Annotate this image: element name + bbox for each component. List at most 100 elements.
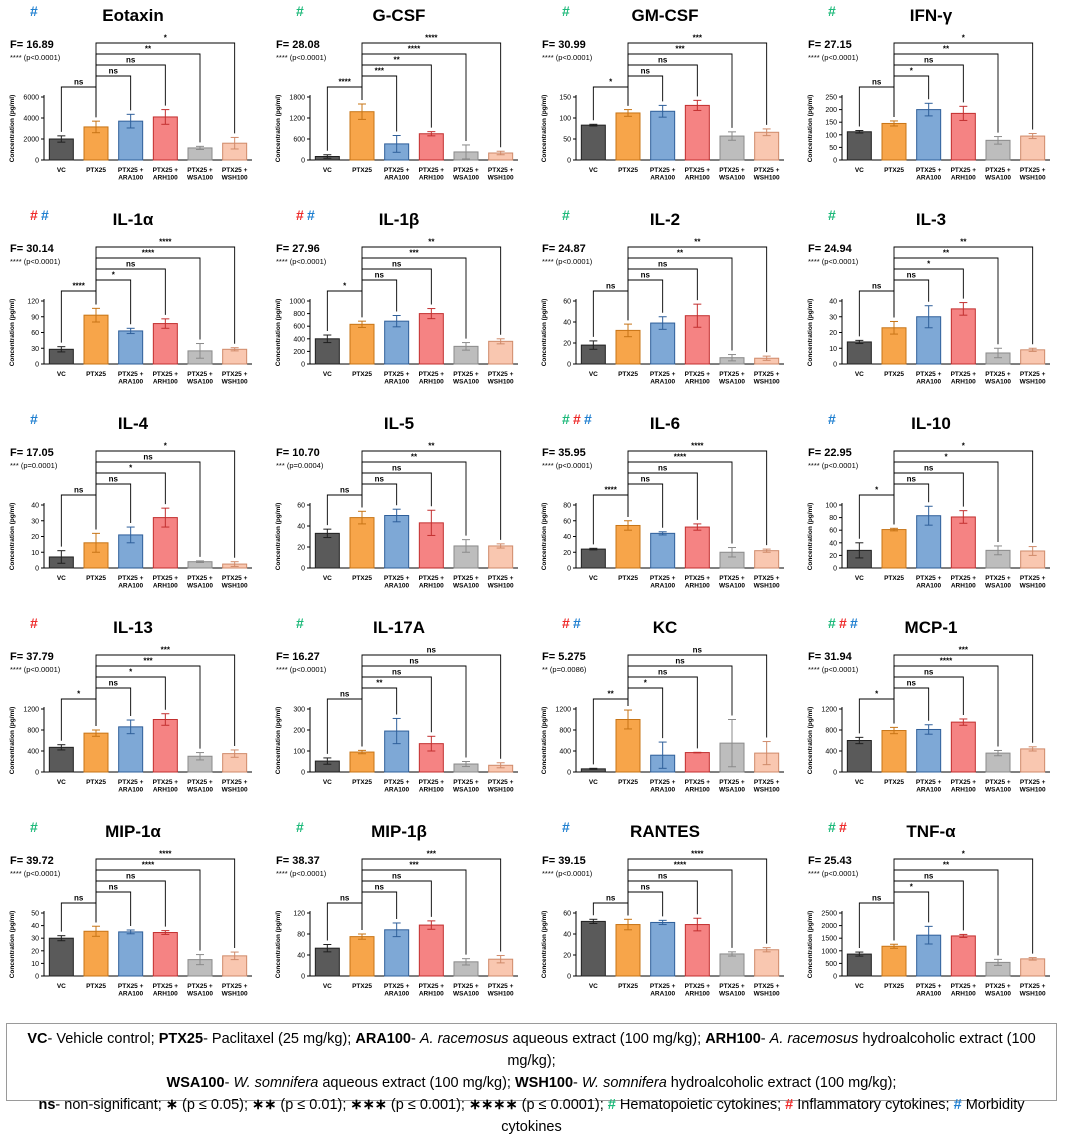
panel-mip-1-: # MIP-1β F= 38.37 **** (p<0.0001) 0 40 80 120 Co…: [268, 818, 534, 1022]
x-tick-label-line: PTX25 +: [951, 371, 977, 378]
y-tick-label: 250: [825, 95, 837, 102]
x-tick-label-line: PTX25 +: [754, 983, 780, 990]
y-axis-label: Concentration (pg/ml): [807, 95, 814, 163]
x-tick-label-line: PTX25 +: [719, 167, 745, 174]
bar-0: [580, 548, 606, 569]
significance-label: **: [677, 249, 684, 258]
significance-label: ****: [142, 861, 155, 870]
x-tick-label: PTX25 + WSH100: [754, 575, 780, 590]
x-tick-label: PTX25 + ARH100: [419, 371, 445, 386]
y-tick-label: 20: [829, 553, 837, 560]
chart-svg: # IL-13 F= 37.79 **** (p<0.0001) 0 400 800 1200…: [9, 615, 252, 794]
bar-2: [118, 330, 144, 365]
x-tick-label: VC: [57, 371, 66, 378]
x-tick-label: PTX25 + WSA100: [985, 575, 1011, 590]
y-tick-label: 80: [829, 515, 837, 522]
significance-label: *: [962, 442, 966, 451]
x-tick-label-line: PTX25 +: [453, 779, 479, 786]
x-tick-label-line: WSA100: [719, 583, 745, 590]
p-value: **** (p<0.0001): [276, 869, 327, 878]
y-tick-label: 50: [829, 145, 837, 152]
f-statistic: F= 39.72: [10, 855, 54, 867]
bar-3: [684, 924, 710, 977]
bar-2: [118, 931, 144, 977]
f-statistic: F= 27.96: [276, 243, 320, 255]
significance-label: ns: [340, 894, 350, 903]
y-tick-label: 80: [297, 932, 305, 939]
comparison-bracket: [95, 246, 236, 344]
x-tick-label-line: PTX25 +: [650, 575, 676, 582]
significance-label: ns: [392, 464, 402, 473]
f-statistic: F= 24.94: [808, 243, 853, 255]
x-tick-label-line: ARH100: [685, 583, 710, 590]
x-tick-label-line: WSH100: [754, 787, 780, 794]
x-tick-label-line: WSA100: [453, 583, 479, 590]
x-tick-label-line: PTX25 +: [118, 167, 144, 174]
x-tick-label: PTX25 + WSH100: [754, 371, 780, 386]
x-tick-label-line: PTX25 +: [384, 779, 410, 786]
significance-label: ns: [658, 872, 668, 881]
chart-svg: # IL-17A F= 16.27 **** (p<0.0001) 0 100 200 300…: [275, 615, 518, 794]
x-tick-label-line: ARH100: [685, 175, 710, 182]
chart-svg: # Eotaxin F= 16.89 **** (p<0.0001) 0 2000 4000…: [9, 3, 252, 182]
bar-2: [650, 532, 676, 569]
x-tick-label-line: PTX25 +: [419, 983, 445, 990]
x-tick-label: PTX25 + ARH100: [419, 167, 445, 182]
x-tick-label-line: PTX25 +: [419, 167, 445, 174]
x-tick-label-line: PTX25 +: [153, 371, 179, 378]
x-tick-label-line: ARH100: [951, 379, 976, 386]
bar-3: [950, 721, 976, 773]
bar-2: [650, 322, 676, 365]
significance-label: ns: [606, 282, 616, 291]
y-tick-label: 0: [833, 770, 837, 777]
significance-label: ****: [408, 45, 421, 54]
x-tick-label-line: WSH100: [222, 379, 248, 386]
significance-label: *: [129, 464, 133, 473]
x-tick-label-line: WSA100: [719, 991, 745, 998]
significance-label: **: [694, 238, 701, 247]
x-tick-label-line: PTX25 +: [916, 575, 942, 582]
significance-label: ns: [658, 464, 668, 473]
significance-label: *: [112, 271, 116, 280]
x-tick-label-line: PTX25 +: [916, 983, 942, 990]
chart-title: IL-4: [118, 414, 149, 433]
x-tick-label-line: PTX25 +: [453, 575, 479, 582]
x-tick-label-line: ARH100: [685, 991, 710, 998]
chart-svg: # # KC F= 5.275 ** (p=0.0086) 0 400 800 1200 Conc…: [541, 615, 784, 794]
x-tick-label: PTX25 + ARA100: [916, 167, 942, 182]
y-tick-label: 40: [563, 320, 571, 327]
x-tick-label-line: PTX25 +: [719, 779, 745, 786]
y-tick-label: 0: [833, 566, 837, 573]
x-tick-label-line: ARA100: [384, 379, 409, 386]
bar-2: [916, 728, 942, 773]
y-axis-label: Concentration (pg/ml): [541, 707, 548, 775]
chart-svg: # G-CSF F= 28.08 **** (p<0.0001) 0 600 1200 180…: [275, 3, 518, 182]
comparison-bracket: [60, 494, 97, 547]
x-tick-label: PTX25 + ARH100: [685, 983, 711, 998]
x-tick-label: VC: [57, 575, 66, 582]
legend-sig2-text: (p ≤ 0.01);: [280, 1097, 347, 1113]
x-tick-label-line: PTX25 +: [419, 371, 445, 378]
x-tick-label-line: WSH100: [1020, 991, 1046, 998]
bar-4: [719, 953, 745, 977]
x-tick-label: VC: [589, 371, 598, 378]
y-tick-label: 1500: [821, 936, 837, 943]
f-statistic: F= 5.275: [542, 651, 586, 663]
bar-0: [48, 746, 74, 773]
x-tick-label: PTX25 + ARA100: [384, 779, 410, 794]
significance-label: ns: [606, 894, 616, 903]
x-tick-label: VC: [589, 575, 598, 582]
y-tick-label: 20: [31, 534, 39, 541]
significance-label: **: [411, 453, 418, 462]
significance-label: ns: [392, 260, 402, 269]
x-tick-label-line: WSH100: [1020, 379, 1046, 386]
x-tick-label: PTX25: [618, 167, 638, 174]
panel-il-5: IL-5 F= 10.70 *** (p=0.0004) 0 20 40 60 Concent…: [268, 410, 534, 614]
significance-label: *: [962, 850, 966, 859]
f-statistic: F= 17.05: [10, 447, 54, 459]
x-tick-label: PTX25 + ARH100: [685, 575, 711, 590]
comparison-bracket: [858, 902, 895, 949]
significance-label: *: [609, 78, 613, 87]
x-tick-label-line: PTX25 +: [985, 779, 1011, 786]
x-tick-label-line: PTX25 +: [719, 983, 745, 990]
